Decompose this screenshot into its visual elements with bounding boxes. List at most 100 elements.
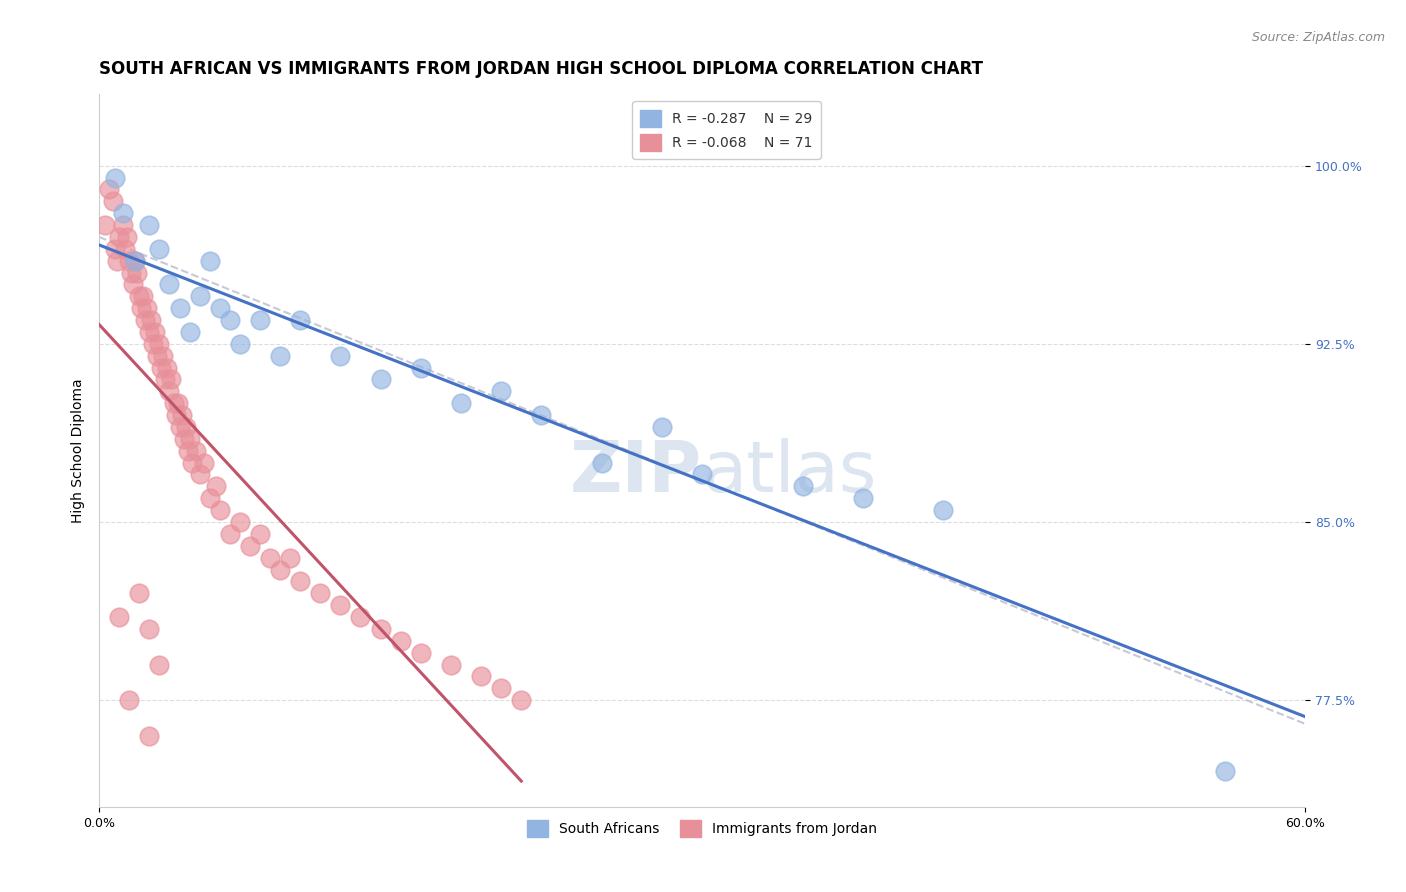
Point bbox=[278, 550, 301, 565]
Text: SOUTH AFRICAN VS IMMIGRANTS FROM JORDAN HIGH SCHOOL DIPLOMA CORRELATION CHART: SOUTH AFRICAN VS IMMIGRANTS FROM JORDAN … bbox=[100, 60, 983, 78]
Point bbox=[124, 253, 146, 268]
Point bbox=[176, 443, 198, 458]
Point bbox=[131, 301, 153, 316]
Point bbox=[188, 467, 211, 482]
Point bbox=[470, 669, 492, 683]
Point bbox=[138, 622, 160, 636]
Point bbox=[218, 527, 240, 541]
Point bbox=[108, 230, 131, 244]
Point bbox=[145, 325, 167, 339]
Point bbox=[148, 242, 170, 256]
Point bbox=[249, 527, 271, 541]
Point bbox=[932, 503, 955, 517]
Point bbox=[510, 693, 533, 707]
Point bbox=[112, 206, 135, 220]
Point bbox=[489, 681, 512, 696]
Point bbox=[148, 336, 170, 351]
Point bbox=[269, 562, 291, 576]
Point bbox=[651, 420, 673, 434]
Point bbox=[591, 456, 613, 470]
Point bbox=[409, 360, 432, 375]
Point bbox=[180, 456, 202, 470]
Point bbox=[152, 349, 174, 363]
Point bbox=[128, 586, 150, 600]
Point bbox=[104, 170, 127, 185]
Point bbox=[105, 253, 128, 268]
Point bbox=[148, 657, 170, 672]
Point bbox=[170, 408, 193, 422]
Point bbox=[118, 253, 141, 268]
Point bbox=[450, 396, 472, 410]
Point bbox=[108, 610, 131, 624]
Point bbox=[349, 610, 371, 624]
Point bbox=[169, 420, 191, 434]
Text: atlas: atlas bbox=[702, 438, 876, 507]
Point bbox=[1213, 764, 1236, 779]
Point bbox=[193, 456, 215, 470]
Point bbox=[409, 646, 432, 660]
Point bbox=[690, 467, 713, 482]
Point bbox=[136, 301, 159, 316]
Point bbox=[150, 360, 173, 375]
Point bbox=[852, 491, 875, 506]
Point bbox=[208, 301, 231, 316]
Text: Source: ZipAtlas.com: Source: ZipAtlas.com bbox=[1251, 31, 1385, 45]
Point bbox=[489, 384, 512, 399]
Y-axis label: High School Diploma: High School Diploma bbox=[72, 378, 86, 523]
Point bbox=[792, 479, 814, 493]
Legend: South Africans, Immigrants from Jordan: South Africans, Immigrants from Jordan bbox=[522, 814, 883, 843]
Point bbox=[174, 420, 197, 434]
Point bbox=[370, 622, 392, 636]
Point bbox=[198, 253, 221, 268]
Point bbox=[229, 336, 252, 351]
Point bbox=[103, 194, 125, 209]
Point bbox=[179, 432, 201, 446]
Point bbox=[118, 693, 141, 707]
Point bbox=[138, 325, 160, 339]
Point bbox=[138, 729, 160, 743]
Point bbox=[124, 253, 146, 268]
Point bbox=[204, 479, 226, 493]
Point bbox=[389, 633, 412, 648]
Point bbox=[127, 266, 149, 280]
Point bbox=[329, 349, 352, 363]
Point bbox=[120, 266, 142, 280]
Point bbox=[370, 372, 392, 386]
Point bbox=[288, 574, 311, 589]
Point bbox=[184, 443, 207, 458]
Point bbox=[162, 396, 184, 410]
Point bbox=[159, 277, 181, 292]
Point bbox=[239, 539, 262, 553]
Point bbox=[156, 360, 179, 375]
Point bbox=[229, 515, 252, 529]
Point bbox=[440, 657, 463, 672]
Point bbox=[329, 598, 352, 612]
Point bbox=[114, 242, 136, 256]
Point bbox=[269, 349, 291, 363]
Point bbox=[132, 289, 155, 303]
Point bbox=[117, 230, 139, 244]
Point bbox=[112, 218, 135, 232]
Text: ZIP: ZIP bbox=[569, 438, 702, 507]
Point bbox=[104, 242, 127, 256]
Point bbox=[249, 313, 271, 327]
Point bbox=[218, 313, 240, 327]
Point bbox=[141, 313, 163, 327]
Point bbox=[179, 325, 201, 339]
Point bbox=[142, 336, 165, 351]
Point bbox=[94, 218, 117, 232]
Point bbox=[530, 408, 553, 422]
Point bbox=[128, 289, 150, 303]
Point bbox=[288, 313, 311, 327]
Point bbox=[134, 313, 156, 327]
Point bbox=[165, 408, 187, 422]
Point bbox=[138, 218, 160, 232]
Point bbox=[173, 432, 195, 446]
Point bbox=[309, 586, 332, 600]
Point bbox=[98, 182, 121, 196]
Point bbox=[169, 301, 191, 316]
Point bbox=[259, 550, 281, 565]
Point bbox=[188, 289, 211, 303]
Point bbox=[160, 372, 183, 386]
Point bbox=[155, 372, 177, 386]
